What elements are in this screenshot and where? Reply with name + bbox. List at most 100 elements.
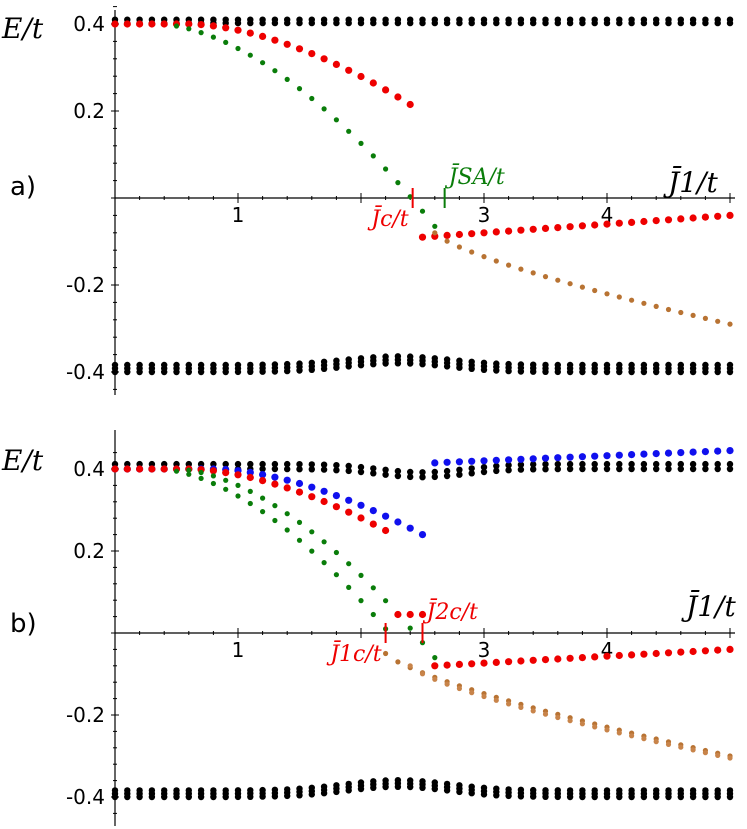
data-point (505, 19, 512, 27)
data-point (505, 227, 513, 235)
data-point (616, 460, 623, 468)
data-point (726, 19, 734, 27)
data-point (431, 662, 439, 670)
data-point (431, 468, 438, 476)
data-point (455, 660, 463, 669)
data-point (260, 60, 266, 66)
data-point (161, 460, 168, 468)
data-point (591, 452, 599, 460)
data-point (517, 466, 525, 473)
data-point (517, 461, 525, 468)
data-point (530, 270, 536, 276)
data-point (394, 353, 402, 360)
data-point (418, 610, 427, 619)
data-point (530, 461, 537, 468)
data-point (665, 741, 672, 748)
data-point (308, 493, 316, 501)
data-point (320, 461, 328, 468)
data-point (517, 361, 525, 368)
data-point (296, 537, 303, 543)
x-tick-label: 4 (601, 203, 614, 227)
data-point (443, 472, 451, 480)
data-point (529, 455, 537, 463)
data-point (332, 503, 340, 511)
data-point (111, 787, 119, 794)
data-point (541, 224, 550, 232)
data-point (591, 19, 598, 27)
data-point (296, 519, 303, 526)
data-point (529, 656, 537, 664)
data-point (677, 787, 684, 794)
data-point (186, 26, 192, 32)
data-point (284, 19, 291, 27)
data-point (185, 460, 192, 468)
data-point (271, 460, 279, 468)
data-point (419, 671, 426, 677)
data-point (567, 718, 573, 724)
data-point (260, 509, 266, 515)
data-point (283, 476, 291, 484)
data-point (235, 493, 241, 499)
x-axis-label: J̄1/t (681, 589, 736, 623)
data-point (604, 727, 610, 733)
data-point (542, 711, 549, 717)
data-point (382, 86, 390, 94)
data-point (554, 224, 562, 232)
data-point (160, 465, 168, 473)
data-point (308, 359, 315, 366)
data-point (702, 787, 709, 794)
data-point (271, 19, 279, 27)
data-point (320, 19, 328, 27)
data-point (469, 249, 475, 255)
data-point (383, 166, 389, 172)
data-point (578, 654, 587, 662)
data-point (295, 479, 304, 488)
data-point (493, 19, 500, 27)
data-point (690, 747, 696, 753)
data-point (260, 495, 266, 501)
data-point (308, 50, 316, 58)
data-point (235, 482, 241, 488)
data-point (369, 520, 377, 528)
data-point (186, 467, 192, 473)
data-point (554, 361, 561, 369)
data-point (210, 480, 216, 487)
data-point (247, 500, 253, 507)
data-point (382, 19, 389, 27)
data-point (530, 19, 537, 27)
data-point (443, 458, 451, 466)
data-point (566, 361, 574, 369)
data-point (210, 460, 217, 468)
data-point (714, 19, 721, 27)
data-point (296, 466, 303, 473)
data-point (443, 19, 451, 27)
data-point (382, 353, 389, 360)
data-point (506, 701, 512, 707)
data-point (468, 358, 475, 365)
data-point (726, 211, 734, 219)
data-point (678, 744, 684, 750)
data-point (296, 360, 303, 367)
data-point (369, 507, 377, 515)
data-point (209, 467, 217, 475)
data-point (259, 460, 266, 468)
data-point (554, 460, 561, 468)
data-point (456, 357, 463, 364)
data-point (148, 787, 156, 794)
data-point (136, 460, 143, 468)
data-point (431, 355, 438, 362)
data-point (541, 656, 550, 664)
data-point (382, 512, 390, 520)
data-point (111, 361, 119, 369)
data-point (689, 787, 697, 794)
data-point (554, 454, 562, 462)
y-tick-label: 0.2 (73, 99, 105, 123)
data-point (591, 787, 598, 794)
data-point (615, 219, 623, 227)
data-point (320, 55, 328, 63)
panel-label: b) (10, 609, 37, 639)
data-point (357, 468, 365, 476)
data-point (530, 466, 537, 473)
data-point (664, 216, 673, 224)
